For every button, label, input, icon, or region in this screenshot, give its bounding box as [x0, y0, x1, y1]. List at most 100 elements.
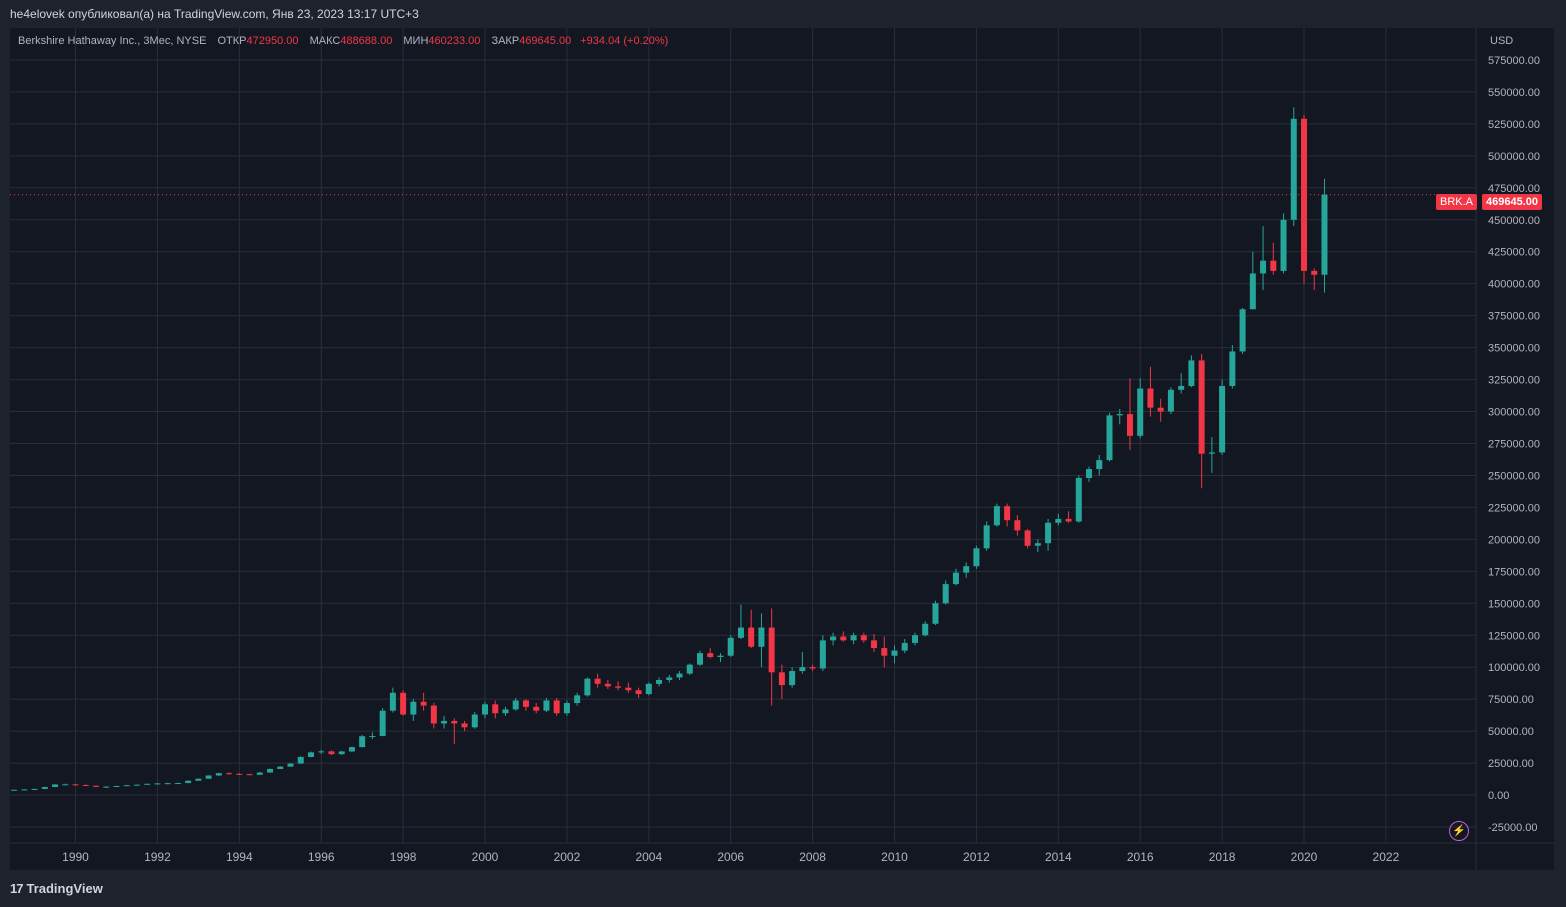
candle-down [778, 672, 785, 686]
tradingview-brand[interactable]: 17 TradingView [10, 881, 103, 896]
candle-up [717, 655, 724, 657]
chart-frame[interactable]: -25000.00 0.00 25000.00 50000.00 75000.00 100… [10, 28, 1554, 870]
candle-up [512, 700, 519, 710]
candle-up [113, 785, 120, 787]
y-tick-label: 125000.00 [1488, 630, 1540, 642]
candle-up [1249, 273, 1256, 310]
candle-down [1270, 260, 1277, 271]
candle-up [52, 784, 59, 788]
candle-up [952, 572, 959, 585]
candle-up [656, 680, 663, 684]
candle-up [737, 627, 744, 638]
candle-up [1178, 385, 1185, 390]
y-tick-label: 325000.00 [1488, 375, 1540, 387]
candle-up [850, 635, 857, 641]
candle-down [246, 774, 253, 776]
candle-down [1311, 270, 1318, 275]
candle-up [799, 667, 806, 672]
y-tick-label: 500000.00 [1488, 151, 1540, 163]
publish-header: he4elovek опубликовал(а) на TradingView.… [0, 0, 1566, 28]
y-tick-label: 0.00 [1488, 790, 1509, 802]
candle-down [635, 690, 642, 695]
candle-up [133, 784, 140, 786]
tradingview-logo-icon: 17 [10, 881, 24, 896]
candle-down [1004, 506, 1011, 521]
candle-up [338, 751, 345, 755]
candle-down [615, 686, 622, 688]
candle-up [1045, 522, 1052, 544]
candle-up [1086, 469, 1093, 479]
candle-up [256, 772, 263, 775]
candle-down [1126, 414, 1133, 436]
candle-up [379, 710, 386, 736]
y-tick-label: 475000.00 [1488, 183, 1540, 195]
y-tick-label: 225000.00 [1488, 502, 1540, 514]
y-tick-label: 375000.00 [1488, 311, 1540, 323]
legend-high-value: 488688.00 [340, 35, 393, 47]
price-tag-symbol: BRK.A [1436, 194, 1478, 210]
y-tick-label: 50000.00 [1488, 726, 1534, 738]
candle-up [318, 751, 325, 753]
candle-up [973, 548, 980, 567]
candle-up [297, 756, 304, 764]
candle-down [92, 785, 99, 787]
candle-down [1014, 520, 1021, 531]
candle-up [502, 709, 509, 714]
legend-low-label: МИН [403, 35, 429, 47]
y-tick-label: 75000.00 [1488, 694, 1534, 706]
candle-up [963, 566, 970, 573]
y-tick-label: 450000.00 [1488, 215, 1540, 227]
candle-up [1188, 360, 1195, 386]
candle-down [420, 701, 427, 706]
candle-up [584, 678, 591, 696]
candle-down [400, 692, 407, 715]
candle-down [1065, 518, 1072, 522]
candle-up [1075, 478, 1082, 522]
candle-up [267, 768, 274, 773]
candle-up [543, 700, 550, 711]
candle-up [31, 788, 38, 790]
candle-up [307, 752, 314, 757]
candle-down [533, 706, 540, 711]
x-tick-label: 2000 [472, 850, 499, 864]
candle-up [482, 704, 489, 715]
candle-down [1301, 118, 1308, 271]
x-tick-label: 1994 [226, 850, 253, 864]
candle-up [1260, 260, 1267, 274]
candle-up [21, 789, 28, 791]
candle-up [789, 671, 796, 686]
candle-down [809, 667, 816, 669]
candle-up [369, 735, 376, 737]
candle-up [666, 677, 673, 680]
candle-up [932, 603, 939, 624]
candle-up [697, 653, 704, 665]
candle-down [72, 784, 79, 786]
candle-up [1167, 389, 1174, 412]
candle-up [410, 701, 417, 715]
x-tick-label: 2004 [635, 850, 662, 864]
y-tick-label: 525000.00 [1488, 119, 1540, 131]
candle-down [82, 784, 89, 786]
x-tick-label: 1998 [390, 850, 417, 864]
candle-up [205, 775, 212, 779]
candle-down [594, 678, 601, 684]
y-tick-label: 575000.00 [1488, 55, 1540, 67]
candle-down [1024, 530, 1031, 546]
y-axis-unit-label: USD [1490, 35, 1513, 47]
x-tick-label: 2002 [554, 850, 581, 864]
legend-open-label: ОТКР [217, 35, 247, 47]
candlestick-chart[interactable]: -25000.00 0.00 25000.00 50000.00 75000.00 100… [10, 28, 1554, 870]
x-tick-label: 1990 [62, 850, 89, 864]
candle-up [911, 635, 918, 643]
x-tick-label: 2022 [1373, 850, 1400, 864]
candle-up [359, 736, 366, 748]
candle-up [154, 783, 161, 785]
x-tick-label: 2010 [881, 850, 908, 864]
x-tick-label: 2018 [1209, 850, 1236, 864]
candle-up [441, 720, 448, 724]
legend-low-value: 460233.00 [428, 35, 481, 47]
candle-down [881, 648, 888, 656]
candle-up [471, 714, 478, 728]
candle-down [226, 773, 233, 775]
lightning-icon[interactable]: ⚡ [1449, 821, 1469, 841]
